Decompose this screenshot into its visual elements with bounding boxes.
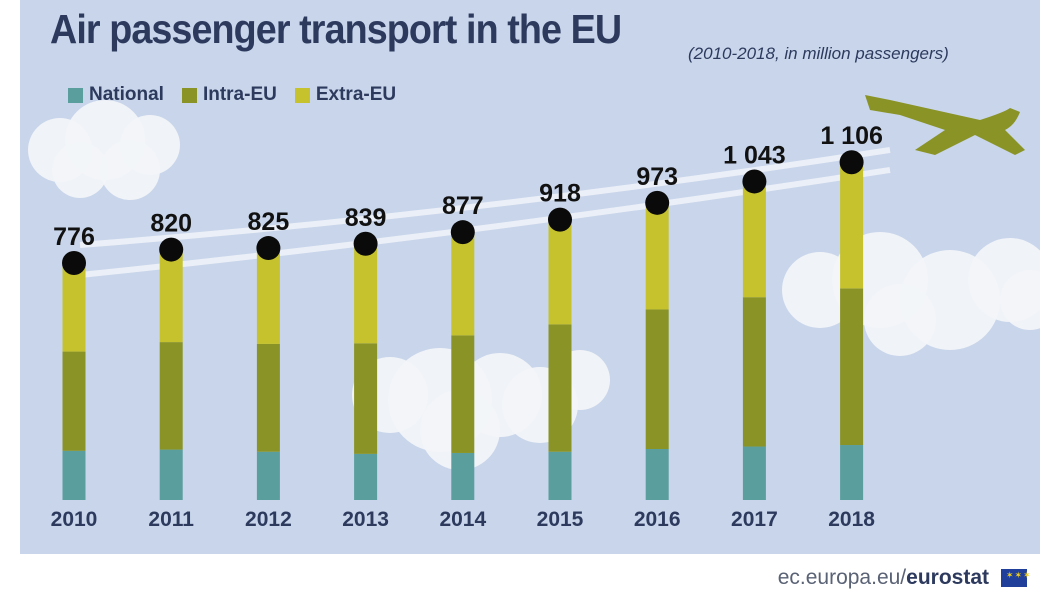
year-label-2012: 2012: [245, 508, 292, 531]
bar-extra-eu-2012: [256, 248, 280, 344]
bar-intra-eu-2018: [840, 288, 864, 446]
year-label-2010: 2010: [51, 508, 98, 531]
bar-extra-eu-2016: [645, 202, 669, 310]
footer-brand: eurostat: [906, 566, 989, 589]
year-label-2015: 2015: [537, 508, 584, 531]
total-marker-2017: [742, 169, 767, 194]
total-marker-2018: [839, 150, 864, 175]
total-label-2017: 1 043: [723, 141, 786, 169]
year-label-2013: 2013: [342, 508, 389, 531]
total-marker-2010: [62, 251, 86, 276]
total-label-2013: 839: [345, 204, 387, 232]
chart-panel: 776 2010 820 2011 825 2012 839 2013 877 2014 918 20…: [20, 0, 1040, 554]
cloud: [864, 284, 936, 356]
total-label-2014: 877: [442, 192, 484, 220]
bar-extra-eu-2011: [159, 249, 183, 343]
bar-intra-eu-2012: [256, 343, 280, 452]
cloud: [100, 140, 160, 200]
total-marker-2012: [256, 236, 281, 261]
total-marker-2015: [548, 207, 572, 232]
bar-national-2015: [548, 451, 572, 500]
bar-extra-eu-2015: [548, 219, 572, 325]
chart-title: Air passenger transport in the EU: [50, 6, 622, 52]
legend-swatch: [294, 87, 310, 103]
legend-swatch: [68, 87, 83, 103]
total-label-2018: 1 106: [820, 122, 883, 150]
bar-intra-eu-2016: [645, 309, 669, 449]
legend-item-intra-eu: Intra-EU: [181, 84, 277, 106]
bar-national-2013: [354, 453, 378, 500]
bar-intra-eu-2014: [451, 335, 475, 453]
footer-source: ec.europa.eu/eurostat: [778, 566, 989, 590]
bar-national-2016: [645, 448, 669, 500]
contrail: [79, 167, 891, 278]
cloud: [52, 142, 108, 198]
eu-flag-icon: ✶✶✶: [1001, 569, 1031, 587]
legend-label: Intra-EU: [202, 84, 277, 105]
total-label-2016: 973: [636, 163, 678, 191]
total-label-2010: 776: [53, 223, 95, 251]
bar-extra-eu-2018: [840, 162, 864, 289]
bar-national-2018: [840, 445, 864, 500]
legend: National Intra-EU Extra-EU: [68, 84, 396, 106]
year-label-2011: 2011: [148, 508, 194, 531]
total-label-2015: 918: [539, 180, 581, 208]
year-label-2014: 2014: [439, 508, 486, 531]
legend-label: National: [89, 84, 164, 105]
legend-label: Extra-EU: [315, 84, 397, 105]
bar-intra-eu-2017: [742, 297, 766, 447]
year-label-2016: 2016: [634, 508, 681, 531]
year-label-2018: 2018: [828, 508, 875, 531]
bar-intra-eu-2015: [548, 324, 572, 452]
bar-extra-eu-2014: [451, 232, 475, 336]
bar-national-2010: [62, 450, 86, 500]
total-label-2012: 825: [248, 208, 290, 236]
total-marker-2013: [353, 231, 378, 256]
total-marker-2016: [645, 190, 670, 215]
bar-national-2017: [742, 446, 766, 500]
bar-national-2011: [159, 449, 183, 500]
bar-national-2012: [256, 451, 280, 500]
total-label-2011: 820: [150, 210, 192, 238]
bar-intra-eu-2010: [62, 351, 86, 451]
total-marker-2011: [159, 237, 184, 262]
bar-extra-eu-2010: [62, 263, 86, 352]
bar-extra-eu-2013: [354, 243, 378, 344]
cloud: [1000, 270, 1040, 330]
contrail: [79, 147, 891, 248]
chart-subtitle: (2010-2018, in million passengers): [688, 44, 949, 63]
legend-item-extra-eu: Extra-EU: [294, 84, 397, 106]
legend-item-national: National: [68, 84, 164, 106]
legend-swatch: [181, 87, 197, 103]
footer-site: ec.europa.eu/: [777, 566, 907, 589]
airplane-icon: [865, 95, 1025, 155]
bar-national-2014: [451, 452, 475, 500]
bar-extra-eu-2017: [742, 181, 766, 298]
bar-intra-eu-2013: [354, 343, 378, 454]
total-marker-2014: [450, 220, 475, 245]
year-label-2017: 2017: [731, 508, 778, 531]
chart-svg: 776 2010 820 2011 825 2012 839 2013 877 2014 918 20…: [28, 95, 1040, 531]
bar-intra-eu-2011: [159, 342, 183, 450]
